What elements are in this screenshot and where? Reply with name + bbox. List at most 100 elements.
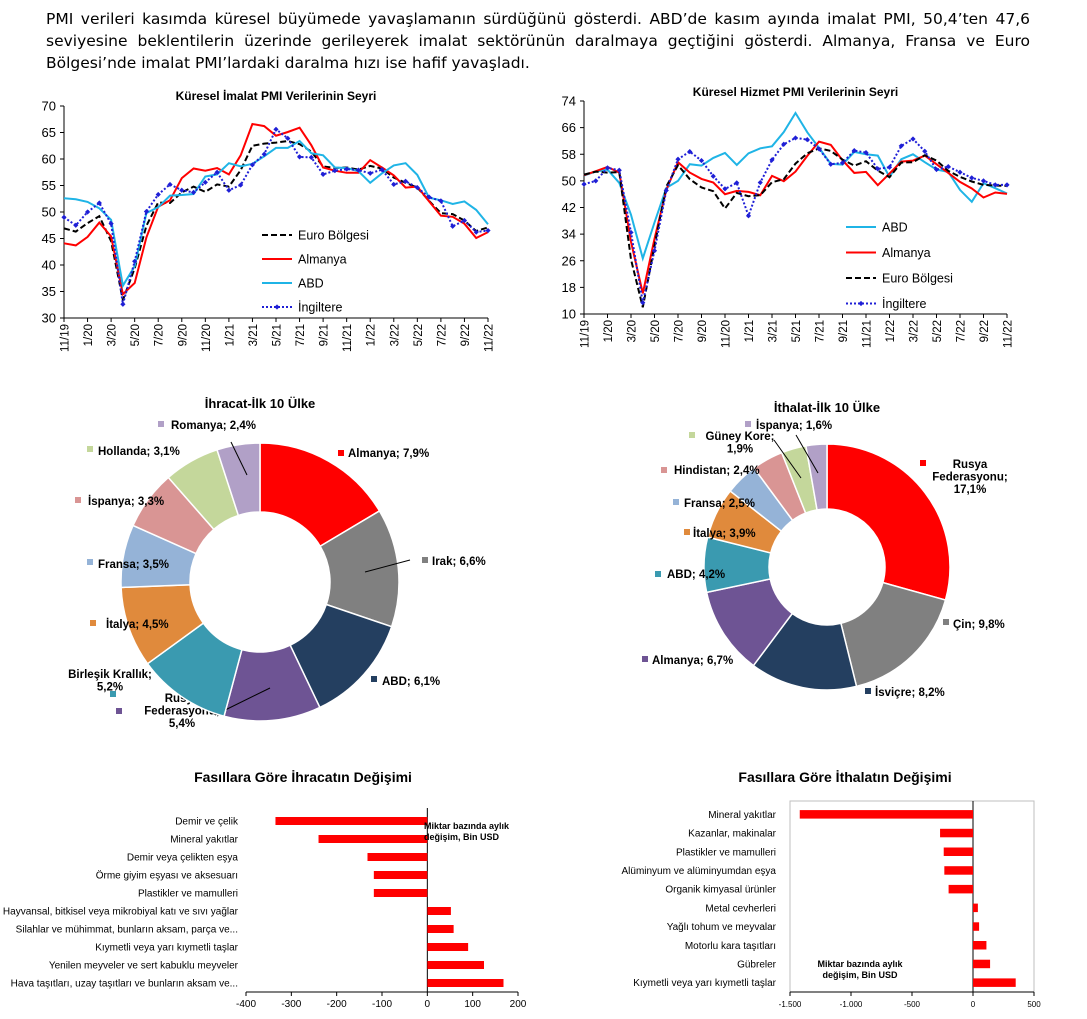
- bar: [427, 961, 484, 969]
- x-tick-label: 3/21: [768, 320, 780, 342]
- y-tick-label: 45: [42, 231, 56, 246]
- x-tick-label: 5/22: [932, 320, 944, 342]
- bar: [944, 866, 973, 875]
- series-line: [63, 122, 489, 297]
- x-tick-label: 3/22: [389, 324, 401, 346]
- category-label: Plastikler ve mamulleri: [676, 847, 776, 858]
- legend-label: İngiltere: [298, 301, 343, 315]
- x-tick-label: 11/21: [862, 320, 874, 348]
- series-point: [616, 167, 622, 173]
- legend-key: [110, 691, 116, 697]
- series-point: [628, 229, 634, 236]
- series-point: [969, 175, 975, 181]
- bar: [943, 847, 973, 856]
- series-point: [414, 185, 420, 191]
- y-tick-label: 70: [42, 99, 56, 114]
- data-label: ABD; 6,1%: [382, 676, 440, 688]
- bar: [275, 817, 428, 825]
- bar: [427, 979, 504, 987]
- data-label: Hollanda; 3,1%: [98, 446, 180, 458]
- series-point: [379, 167, 385, 173]
- series-point: [273, 126, 279, 132]
- data-label: 17,1%: [954, 484, 987, 496]
- series-point: [155, 191, 161, 198]
- series-point: [96, 200, 102, 206]
- x-tick-label: 1/22: [885, 320, 897, 342]
- series-point: [687, 148, 693, 155]
- series-point: [839, 160, 846, 166]
- data-label: Almanya; 7,9%: [348, 448, 429, 460]
- pie-slice: [216, 442, 261, 517]
- legend-key: [673, 499, 679, 505]
- chart-title: Fasıllara Göre İhracatın Değişimi: [194, 769, 412, 785]
- chart-manufacturing-pmi: Küresel İmalat PMI Verilerinin Seyri 30 35…: [42, 88, 496, 352]
- x-tick-label: -300: [281, 999, 301, 1010]
- legend-key: [75, 497, 81, 503]
- series-point: [957, 169, 963, 175]
- legend-marker: [274, 304, 280, 310]
- category-label: Plastikler ve mamulleri: [138, 889, 238, 900]
- bar: [940, 828, 973, 838]
- y-tick-label: 60: [42, 152, 56, 167]
- chart-title: Küresel İmalat PMI Verilerinin Seyri: [176, 88, 377, 103]
- series-line: [63, 139, 489, 289]
- legend-key: [116, 708, 122, 714]
- series-point: [450, 223, 456, 229]
- bar: [318, 835, 428, 843]
- legend-key: [689, 432, 695, 438]
- category-label: Örme giyim eşyası ve aksesuarı: [96, 870, 238, 882]
- legend-key: [158, 421, 164, 427]
- legend-key: [684, 529, 690, 535]
- x-tick-label: 5/22: [413, 324, 425, 346]
- bar: [973, 941, 987, 950]
- series-point: [320, 171, 326, 177]
- data-label: İtalya; 4,5%: [106, 618, 169, 631]
- series-point: [769, 157, 775, 163]
- x-tick-label: 3/20: [627, 320, 639, 342]
- label-leader: [230, 441, 248, 476]
- series-point: [426, 194, 432, 200]
- category-label: Yağlı tohum ve meyvalar: [667, 922, 777, 933]
- series-point: [663, 187, 669, 194]
- series-point: [391, 181, 397, 188]
- series-point: [945, 163, 951, 170]
- x-tick-label: 5/20: [130, 324, 142, 346]
- bar: [948, 884, 973, 894]
- series-point: [792, 135, 799, 141]
- y-tick-label: 10: [562, 307, 576, 322]
- series-point: [214, 169, 220, 175]
- intro-paragraph: PMI verileri kasımda küresel büyümede ya…: [46, 10, 1030, 72]
- chart-import-top10-pie: İthalat-İlk 10 Ülke RusyaFederasyonu;17,1…: [642, 400, 1008, 699]
- legend-marker: [858, 300, 864, 307]
- y-tick-label: 74: [562, 94, 576, 109]
- bar: [973, 903, 978, 913]
- x-tick-label: 11/19: [580, 320, 592, 348]
- y-tick-label: 40: [42, 258, 56, 273]
- legend-key: [87, 559, 93, 565]
- data-label: Fransa; 2,5%: [684, 498, 755, 510]
- data-label: Romanya; 2,4%: [171, 420, 256, 432]
- category-label: Hava taşıtları, uzay taşıtları ve bunlar…: [11, 979, 238, 990]
- data-label: Irak; 6,6%: [432, 556, 486, 568]
- x-tick-label: 11/22: [484, 324, 496, 352]
- series-point: [745, 213, 752, 219]
- data-label: Fransa; 3,5%: [98, 559, 169, 571]
- x-tick-label: 100: [464, 999, 481, 1010]
- data-label: İsviçre; 8,2%: [875, 686, 945, 699]
- chart-export-top10-pie: İhracat-İlk 10 Ülke Almanya; 7,9% Irak; 6,…: [68, 396, 486, 730]
- series-point: [734, 180, 740, 186]
- legend-key: [920, 460, 926, 466]
- series-point: [722, 186, 728, 192]
- x-tick-label: 5/21: [272, 324, 284, 346]
- x-tick-label: 7/22: [436, 324, 448, 346]
- x-tick-label: 11/19: [60, 324, 72, 352]
- series-point: [73, 222, 79, 228]
- series-point: [863, 149, 869, 156]
- chart-import-chapter-change: Fasıllara Göre İthalatın Değişimi Mineral…: [621, 769, 1041, 1009]
- data-label: 5,4%: [169, 718, 195, 730]
- chart-services-pmi: Küresel Hizmet PMI Verilerinin Seyri 10 18…: [562, 85, 1015, 348]
- legend-label: Euro Bölgesi: [882, 272, 953, 286]
- series-point: [933, 166, 940, 173]
- category-label: Kıymetli veya yarı kıymetli taşlar: [95, 943, 238, 954]
- series-point: [922, 148, 928, 154]
